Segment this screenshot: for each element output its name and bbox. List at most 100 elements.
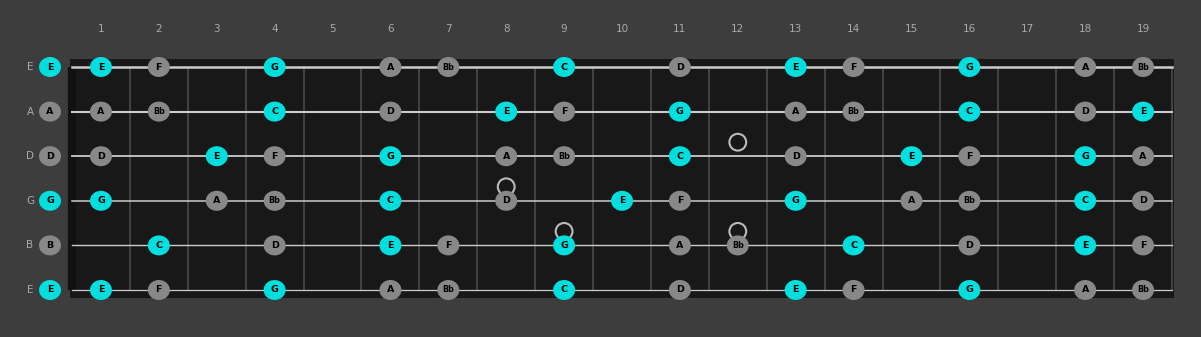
Text: G: G bbox=[1081, 152, 1089, 161]
Text: E: E bbox=[47, 62, 53, 71]
Ellipse shape bbox=[380, 236, 401, 255]
Text: A: A bbox=[791, 107, 800, 116]
Text: F: F bbox=[156, 285, 162, 295]
Text: C: C bbox=[1082, 196, 1088, 205]
Text: G: G bbox=[97, 196, 104, 205]
Text: Bb: Bb bbox=[731, 241, 743, 250]
Text: 7: 7 bbox=[446, 24, 452, 34]
Ellipse shape bbox=[843, 57, 865, 77]
Ellipse shape bbox=[38, 101, 61, 122]
Text: B: B bbox=[26, 240, 34, 250]
Text: D: D bbox=[676, 62, 683, 71]
Text: D: D bbox=[387, 107, 394, 116]
Text: A: A bbox=[213, 196, 221, 205]
Ellipse shape bbox=[205, 146, 228, 166]
Ellipse shape bbox=[901, 191, 922, 211]
Text: E: E bbox=[26, 62, 34, 72]
Text: D: D bbox=[502, 196, 510, 205]
Text: F: F bbox=[561, 107, 567, 116]
Text: 10: 10 bbox=[615, 24, 628, 34]
Text: G: G bbox=[791, 196, 800, 205]
Ellipse shape bbox=[784, 57, 807, 77]
Ellipse shape bbox=[843, 280, 865, 300]
Ellipse shape bbox=[264, 280, 286, 300]
Ellipse shape bbox=[38, 146, 61, 166]
Ellipse shape bbox=[1133, 57, 1154, 77]
Ellipse shape bbox=[1133, 101, 1154, 122]
Ellipse shape bbox=[380, 101, 401, 122]
Text: D: D bbox=[676, 285, 683, 295]
Text: C: C bbox=[676, 152, 683, 161]
Ellipse shape bbox=[437, 280, 459, 300]
Ellipse shape bbox=[727, 236, 748, 255]
Ellipse shape bbox=[380, 280, 401, 300]
Ellipse shape bbox=[90, 57, 112, 77]
Ellipse shape bbox=[669, 101, 691, 122]
Ellipse shape bbox=[495, 101, 518, 122]
Text: Bb: Bb bbox=[269, 196, 281, 205]
Text: D: D bbox=[46, 152, 54, 161]
Ellipse shape bbox=[958, 236, 980, 255]
Ellipse shape bbox=[1074, 146, 1097, 166]
Text: Bb: Bb bbox=[848, 107, 860, 116]
Ellipse shape bbox=[669, 146, 691, 166]
Ellipse shape bbox=[554, 146, 575, 166]
Ellipse shape bbox=[1074, 236, 1097, 255]
Ellipse shape bbox=[669, 236, 691, 255]
Ellipse shape bbox=[1133, 146, 1154, 166]
Text: G: G bbox=[560, 241, 568, 250]
Text: E: E bbox=[1082, 241, 1088, 250]
FancyBboxPatch shape bbox=[70, 59, 1175, 298]
Text: 6: 6 bbox=[387, 24, 394, 34]
FancyBboxPatch shape bbox=[8, 5, 1193, 332]
Text: 19: 19 bbox=[1136, 24, 1149, 34]
Ellipse shape bbox=[380, 191, 401, 211]
Text: Bb: Bb bbox=[442, 62, 454, 71]
Text: A: A bbox=[1081, 62, 1089, 71]
Text: Bb: Bb bbox=[153, 107, 165, 116]
Ellipse shape bbox=[958, 191, 980, 211]
Text: A: A bbox=[26, 106, 34, 117]
Text: E: E bbox=[26, 285, 34, 295]
Ellipse shape bbox=[554, 57, 575, 77]
Text: D: D bbox=[1081, 107, 1089, 116]
Text: A: A bbox=[1140, 152, 1147, 161]
Text: E: E bbox=[214, 152, 220, 161]
Text: 11: 11 bbox=[674, 24, 687, 34]
Ellipse shape bbox=[380, 146, 401, 166]
Text: G: G bbox=[387, 152, 394, 161]
Text: 18: 18 bbox=[1078, 24, 1092, 34]
Text: F: F bbox=[966, 152, 973, 161]
Text: E: E bbox=[908, 152, 915, 161]
Ellipse shape bbox=[437, 236, 459, 255]
Text: E: E bbox=[97, 285, 104, 295]
Text: 17: 17 bbox=[1021, 24, 1034, 34]
Text: D: D bbox=[791, 152, 800, 161]
Ellipse shape bbox=[90, 280, 112, 300]
Ellipse shape bbox=[843, 101, 865, 122]
Ellipse shape bbox=[1074, 101, 1097, 122]
Text: A: A bbox=[502, 152, 510, 161]
Ellipse shape bbox=[264, 146, 286, 166]
Text: Bb: Bb bbox=[1137, 285, 1149, 295]
Ellipse shape bbox=[495, 146, 518, 166]
Text: D: D bbox=[270, 241, 279, 250]
Text: F: F bbox=[446, 241, 452, 250]
Ellipse shape bbox=[38, 191, 61, 211]
Text: E: E bbox=[793, 62, 799, 71]
Text: A: A bbox=[1081, 285, 1089, 295]
Ellipse shape bbox=[784, 146, 807, 166]
Ellipse shape bbox=[669, 57, 691, 77]
Ellipse shape bbox=[38, 280, 61, 300]
Ellipse shape bbox=[958, 57, 980, 77]
Text: A: A bbox=[97, 107, 104, 116]
Text: F: F bbox=[850, 62, 856, 71]
Ellipse shape bbox=[901, 146, 922, 166]
Text: G: G bbox=[46, 196, 54, 205]
Text: 5: 5 bbox=[329, 24, 336, 34]
Text: D: D bbox=[966, 241, 973, 250]
Ellipse shape bbox=[495, 191, 518, 211]
Ellipse shape bbox=[958, 146, 980, 166]
Text: 1: 1 bbox=[97, 24, 104, 34]
Ellipse shape bbox=[1133, 280, 1154, 300]
